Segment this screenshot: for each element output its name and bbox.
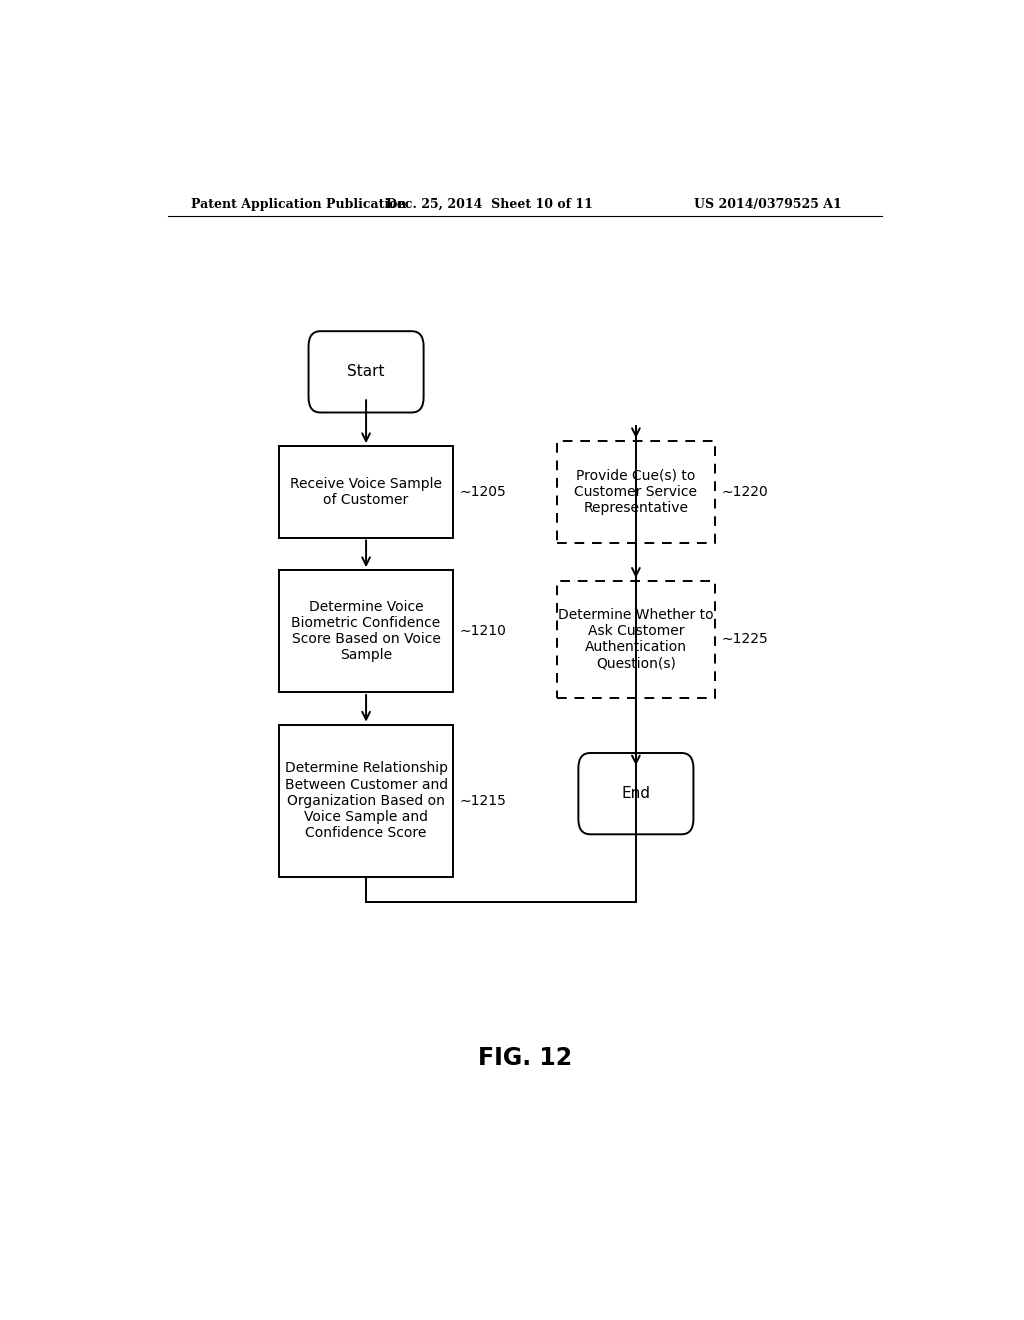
Text: US 2014/0379525 A1: US 2014/0379525 A1 — [694, 198, 842, 211]
FancyBboxPatch shape — [557, 441, 715, 543]
Text: FIG. 12: FIG. 12 — [478, 1045, 571, 1071]
Text: Determine Voice
Biometric Confidence
Score Based on Voice
Sample: Determine Voice Biometric Confidence Sco… — [292, 599, 440, 663]
Text: ∼1225: ∼1225 — [722, 632, 768, 647]
Text: Determine Whether to
Ask Customer
Authentication
Question(s): Determine Whether to Ask Customer Authen… — [558, 607, 714, 671]
Text: Determine Relationship
Between Customer and
Organization Based on
Voice Sample a: Determine Relationship Between Customer … — [285, 762, 447, 840]
Text: ∼1210: ∼1210 — [460, 624, 507, 638]
Text: ∼1215: ∼1215 — [460, 793, 507, 808]
FancyBboxPatch shape — [557, 581, 715, 697]
Text: ∼1205: ∼1205 — [460, 484, 507, 499]
FancyBboxPatch shape — [279, 725, 454, 876]
Text: Dec. 25, 2014  Sheet 10 of 11: Dec. 25, 2014 Sheet 10 of 11 — [386, 198, 593, 211]
FancyBboxPatch shape — [279, 570, 454, 692]
FancyBboxPatch shape — [308, 331, 424, 412]
FancyBboxPatch shape — [279, 446, 454, 537]
Text: Provide Cue(s) to
Customer Service
Representative: Provide Cue(s) to Customer Service Repre… — [574, 469, 697, 515]
Text: End: End — [622, 787, 650, 801]
FancyBboxPatch shape — [579, 752, 693, 834]
Text: ∼1220: ∼1220 — [722, 484, 768, 499]
Text: Start: Start — [347, 364, 385, 379]
Text: Patent Application Publication: Patent Application Publication — [191, 198, 407, 211]
Text: Receive Voice Sample
of Customer: Receive Voice Sample of Customer — [290, 477, 442, 507]
